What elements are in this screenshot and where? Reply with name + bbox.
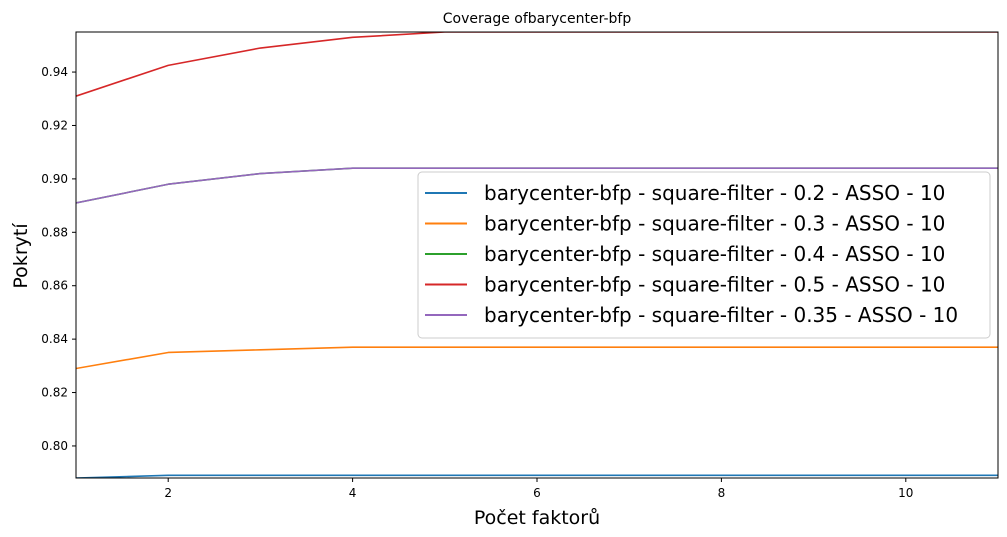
y-tick-label: 0.88 <box>41 225 68 239</box>
y-tick-label: 0.86 <box>41 279 68 293</box>
legend-label: barycenter-bfp - square-filter - 0.3 - A… <box>484 212 945 236</box>
y-tick-label: 0.82 <box>41 386 68 400</box>
legend: barycenter-bfp - square-filter - 0.2 - A… <box>417 171 991 339</box>
x-tick-label: 4 <box>349 486 357 500</box>
x-axis-label: Počet faktorů <box>474 507 600 529</box>
series-line-5 <box>76 167 998 204</box>
chart-title: Coverage ofbarycenter-bfp <box>443 11 632 27</box>
y-tick-label: 0.80 <box>41 439 68 453</box>
y-axis-label: Pokrytí <box>10 223 32 289</box>
legend-label: barycenter-bfp - square-filter - 0.5 - A… <box>484 273 945 297</box>
y-tick-label: 0.94 <box>41 65 68 79</box>
x-tick-label: 10 <box>898 486 913 500</box>
x-tick-label: 2 <box>164 486 172 500</box>
y-axis-ticks: 0.80 0.82 0.84 0.86 0.88 0.90 0.92 0.94 <box>41 65 76 453</box>
legend-box <box>417 171 991 339</box>
legend-label: barycenter-bfp - square-filter - 0.2 - A… <box>484 181 945 205</box>
series-line-1 <box>76 474 998 478</box>
y-tick-label: 0.90 <box>41 172 68 186</box>
x-tick-label: 6 <box>533 486 541 500</box>
legend-label: barycenter-bfp - square-filter - 0.4 - A… <box>484 242 945 266</box>
series-line-2 <box>76 346 998 370</box>
x-axis-ticks: 2 4 6 8 10 <box>164 478 913 500</box>
x-tick-label: 8 <box>718 486 726 500</box>
y-tick-label: 0.84 <box>41 332 68 346</box>
series-line-4 <box>76 32 998 97</box>
y-tick-label: 0.92 <box>41 118 68 132</box>
legend-label: barycenter-bfp - square-filter - 0.35 - … <box>484 303 958 327</box>
series-lines <box>76 32 998 478</box>
